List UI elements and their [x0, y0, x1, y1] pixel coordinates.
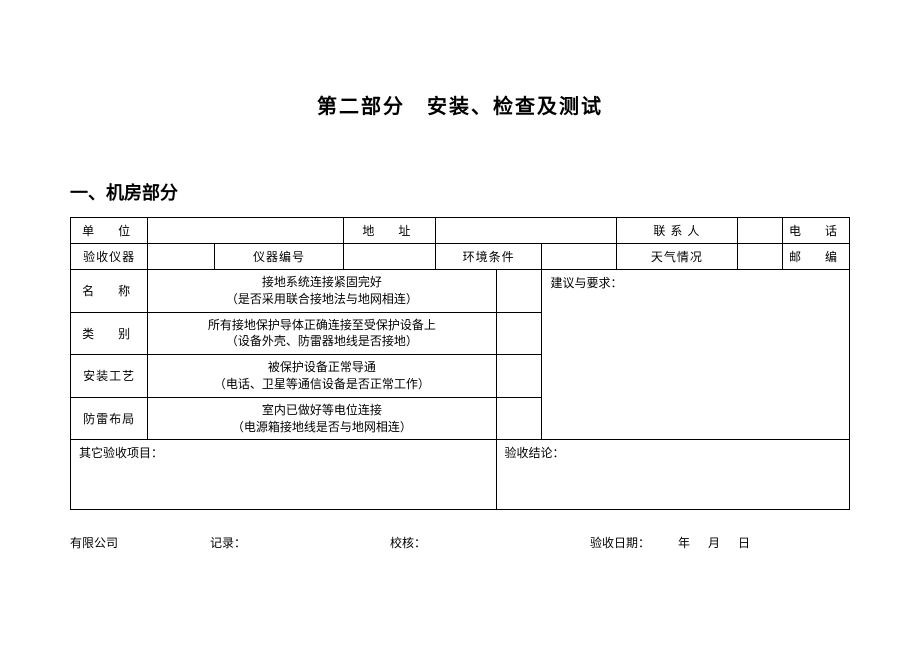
- value-address: [435, 218, 616, 244]
- value-contact: [738, 218, 783, 244]
- value-layout: [496, 397, 542, 440]
- value-name: [496, 270, 542, 313]
- value-instrument: [148, 244, 215, 270]
- table-row: 单 位 地 址 联 系 人 电 话: [71, 218, 850, 244]
- desc-install: 被保护设备正常导通 （电话、卫星等通信设备是否正常工作）: [148, 355, 496, 398]
- label-contact: 联 系 人: [616, 218, 737, 244]
- footer-company: 有限公司: [70, 534, 210, 551]
- footer-checker: 校核：: [390, 534, 590, 551]
- footer-date-label: 验收日期：: [590, 534, 650, 551]
- value-install: [496, 355, 542, 398]
- label-layout: 防雷布局: [71, 397, 148, 440]
- desc-category-l1: 所有接地保护导体正确连接至受保护设备上: [154, 317, 489, 334]
- desc-layout-l1: 室内已做好等电位连接: [154, 402, 489, 419]
- desc-install-l2: （电话、卫星等通信设备是否正常工作）: [154, 376, 489, 393]
- footer: 有限公司 记录： 校核： 验收日期： 年 月 日: [70, 534, 850, 551]
- footer-day: 日: [720, 534, 750, 551]
- desc-layout: 室内已做好等电位连接 （电源箱接地线是否与地网相连）: [148, 397, 496, 440]
- value-unit: [148, 218, 344, 244]
- desc-name: 接地系统连接紧固完好 （是否采用联合接地法与地网相连）: [148, 270, 496, 313]
- conclusion-cell: 验收结论：: [496, 440, 849, 510]
- label-instrument: 验收仪器: [71, 244, 148, 270]
- desc-category: 所有接地保护导体正确连接至受保护设备上 （设备外壳、防雷器地线是否接地）: [148, 312, 496, 355]
- desc-layout-l2: （电源箱接地线是否与地网相连）: [154, 419, 489, 436]
- desc-category-l2: （设备外壳、防雷器地线是否接地）: [154, 333, 489, 350]
- table-row: 其它验收项目： 验收结论：: [71, 440, 850, 510]
- desc-name-l2: （是否采用联合接地法与地网相连）: [154, 291, 489, 308]
- label-postcode: 邮 编: [782, 244, 849, 270]
- label-address: 地 址: [343, 218, 435, 244]
- suggestion-cell: 建议与要求：: [542, 270, 850, 440]
- desc-install-l1: 被保护设备正常导通: [154, 359, 489, 376]
- label-weather: 天气情况: [616, 244, 737, 270]
- label-env: 环境条件: [435, 244, 542, 270]
- table-row: 验收仪器 仪器编号 环境条件 天气情况 邮 编: [71, 244, 850, 270]
- other-items-cell: 其它验收项目：: [71, 440, 497, 510]
- table-row: 名 称 接地系统连接紧固完好 （是否采用联合接地法与地网相连） 建议与要求：: [71, 270, 850, 313]
- section-heading: 一、机房部分: [70, 179, 850, 205]
- value-instrument-no: [343, 244, 435, 270]
- desc-name-l1: 接地系统连接紧固完好: [154, 274, 489, 291]
- value-weather: [738, 244, 783, 270]
- page-title: 第二部分 安装、检查及测试: [70, 90, 850, 119]
- value-env: [542, 244, 616, 270]
- form-table: 单 位 地 址 联 系 人 电 话 验收仪器 仪器编号 环境条件 天气情况 邮 …: [70, 217, 850, 510]
- label-install: 安装工艺: [71, 355, 148, 398]
- footer-year: 年: [650, 534, 690, 551]
- label-phone: 电 话: [782, 218, 849, 244]
- label-name: 名 称: [71, 270, 148, 313]
- footer-recorder: 记录：: [210, 534, 390, 551]
- value-category: [496, 312, 542, 355]
- label-unit: 单 位: [71, 218, 148, 244]
- label-instrument-no: 仪器编号: [215, 244, 344, 270]
- label-category: 类 别: [71, 312, 148, 355]
- footer-month: 月: [690, 534, 720, 551]
